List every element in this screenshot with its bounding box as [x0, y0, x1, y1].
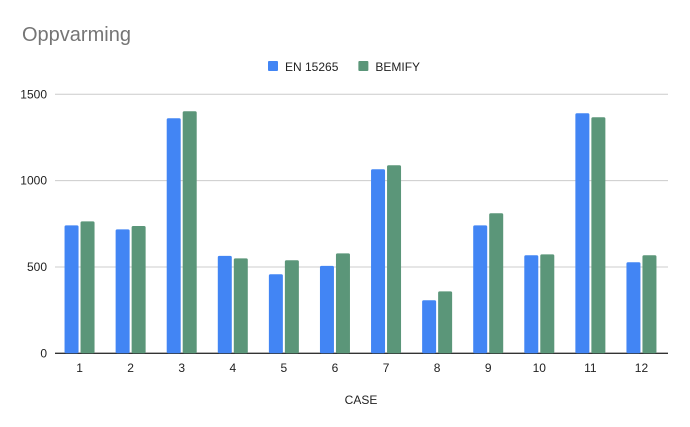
x-tick-label: 5 [281, 361, 288, 375]
legend: EN 15265 BEMIFY [268, 60, 420, 74]
bar-bemify [335, 253, 350, 354]
bar-en-15265 [473, 225, 488, 354]
gridlines: 0 500 1000 1500 [20, 87, 668, 360]
bar-bemify [131, 226, 146, 354]
x-tick-label: 8 [434, 361, 441, 375]
bar-en-15265 [371, 169, 386, 354]
x-tick-labels: 1 2 3 4 5 6 7 8 9 10 11 12 [76, 361, 648, 375]
bar-bemify [80, 221, 95, 354]
bar-en-15265 [268, 274, 283, 354]
x-tick-label: 6 [332, 361, 339, 375]
legend-swatch [268, 61, 278, 71]
legend-label: BEMIFY [375, 60, 420, 74]
bar-en-15265 [64, 225, 79, 354]
y-tick-label: 0 [40, 346, 47, 360]
x-tick-label: 4 [229, 361, 236, 375]
bar-en-15265 [575, 113, 590, 354]
legend-swatch [358, 61, 369, 71]
bar-bemify [642, 255, 657, 354]
legend-label: EN 15265 [285, 60, 339, 74]
x-tick-label: 1 [76, 361, 83, 375]
x-tick-label: 11 [584, 361, 597, 375]
bars [64, 111, 657, 354]
bar-bemify [540, 254, 555, 354]
x-tick-label: 10 [533, 361, 547, 375]
bar-en-15265 [217, 255, 232, 354]
x-tick-label: 3 [178, 361, 185, 375]
x-tick-label: 9 [485, 361, 492, 375]
y-tick-label: 1000 [20, 174, 47, 188]
x-axis-label: CASE [345, 393, 378, 407]
y-tick-label: 500 [27, 260, 47, 274]
bar-bemify [284, 260, 299, 354]
bar-en-15265 [319, 265, 334, 354]
bar-bemify [387, 165, 402, 354]
x-tick-label: 7 [383, 361, 390, 375]
x-tick-label: 2 [127, 361, 134, 375]
bar-bemify [489, 213, 504, 354]
bar-en-15265 [524, 255, 539, 354]
bar-en-15265 [422, 300, 437, 354]
x-tick-label: 12 [635, 361, 649, 375]
y-tick-label: 1500 [20, 87, 47, 101]
bar-en-15265 [166, 118, 181, 354]
bar-bemify [182, 111, 197, 354]
chart-title: Oppvarming [22, 24, 131, 46]
bar-en-15265 [115, 229, 130, 354]
bar-en-15265 [626, 262, 641, 354]
bar-bemify [438, 291, 453, 354]
bar-bemify [233, 258, 248, 354]
bar-bemify [591, 117, 606, 354]
